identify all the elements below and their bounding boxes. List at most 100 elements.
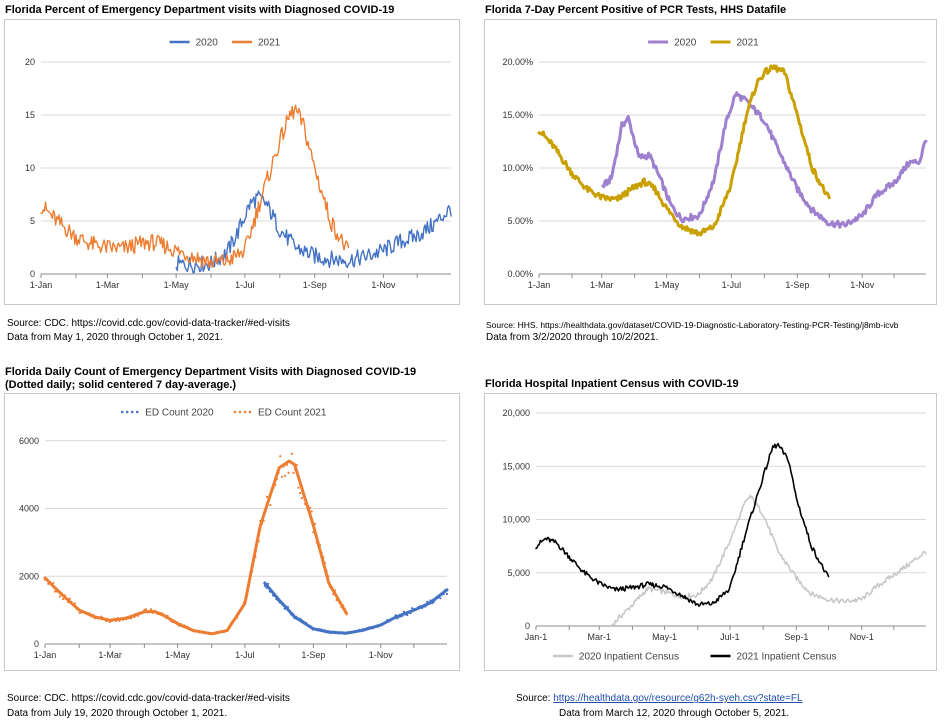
chart4-source-link[interactable]: https://healthdata.gov/resource/g62h-sye… <box>553 693 803 704</box>
chart3-date-range: Data from July 19, 2020 through October … <box>7 708 228 719</box>
x-tick-label: 1-Jan <box>528 280 551 290</box>
x-tick-label: Sep-1 <box>784 632 808 642</box>
x-tick-label: Jul-1 <box>720 632 740 642</box>
chart4-title: Florida Hospital Inpatient Census with C… <box>485 378 739 390</box>
x-tick-label: 1-Nov <box>369 650 394 660</box>
legend-label: 2020 <box>674 38 697 49</box>
series-line-ed-count-2021 <box>43 459 348 636</box>
legend-entry: 2020 <box>648 38 697 49</box>
daily-point <box>445 592 449 596</box>
y-tick-label: 10 <box>25 163 35 173</box>
series-line-2021-inpatient-census <box>535 442 830 607</box>
y-tick-label: 0 <box>525 621 530 631</box>
legend-entry: 2020 Inpatient Census <box>552 652 679 663</box>
chart2-panel: 0.00% 5.00% 10.00% 15.00% 20.00% 1-Jan 1-Mar 1-… <box>484 19 937 305</box>
chart4-source-prefix: Source: <box>516 693 551 704</box>
daily-point <box>284 474 287 477</box>
series-line-ed-count-2020 <box>263 581 449 635</box>
x-tick-label: Nov-1 <box>850 632 874 642</box>
legend-entry: 2021 Inpatient Census <box>710 652 837 663</box>
y-tick-label: 15 <box>25 110 35 120</box>
y-tick-label: 10.00% <box>502 163 533 173</box>
x-tick-label: 1-May <box>165 650 191 660</box>
legend-entry: 2021 <box>710 38 760 49</box>
chart2-date-range: Data from 3/2/2020 through 10/2/2021. <box>486 332 659 343</box>
y-tick-label: 5.00% <box>507 216 533 226</box>
chart2-source: Source: HHS. https://healthdata.gov/data… <box>486 320 899 330</box>
x-tick-label: 1-Mar <box>590 280 614 290</box>
series-line-2020 <box>601 91 928 229</box>
x-tick-label: 1-Sep <box>303 280 327 290</box>
y-tick-label: 4000 <box>19 504 39 514</box>
daily-point <box>78 611 81 615</box>
daily-point <box>292 471 295 474</box>
legend-label: 2021 <box>737 38 760 49</box>
y-tick-label: 20.00% <box>502 57 533 67</box>
x-tick-label: 1-Jul <box>722 280 742 290</box>
daily-point <box>144 608 148 611</box>
daily-point <box>310 510 313 513</box>
chart2-plot: 0.00% 5.00% 10.00% 15.00% 20.00% 1-Jan 1-Mar 1-… <box>502 38 928 290</box>
x-tick-label: 1-Jan <box>30 280 53 290</box>
y-tick-label: 15,000 <box>502 461 530 471</box>
y-tick-label: 20 <box>25 57 35 67</box>
y-tick-label: 5 <box>30 216 35 226</box>
x-tick-label: 1-May <box>164 280 190 290</box>
daily-point <box>58 595 62 598</box>
daily-point <box>287 471 290 474</box>
x-tick-label: 1-Nov <box>371 280 396 290</box>
chart3-source: Source: CDC. https://covid.cdc.gov/covid… <box>7 693 290 704</box>
chart3-subtitle: (Dotted daily; solid centered 7 day-aver… <box>5 379 237 391</box>
daily-point <box>426 600 429 603</box>
x-tick-label: 1-Sep <box>785 280 809 290</box>
chart4-plot: 0 5,000 10,000 15,000 20,000 Jan-1 Mar-1 May-1 J… <box>502 408 927 663</box>
x-tick-label: 1-Mar <box>98 650 122 660</box>
x-tick-label: 1-Nov <box>850 280 875 290</box>
chart3-plot: 0 2000 4000 6000 1-Jan 1-Mar 1-May 1-Jul 1-Sep 1-… <box>19 408 449 660</box>
legend-entry: ED Count 2020 <box>120 408 214 419</box>
legend-entry: ED Count 2021 <box>233 408 327 419</box>
daily-point <box>297 486 300 489</box>
legend-label: 2020 <box>196 38 219 49</box>
x-tick-label: Jan-1 <box>525 632 548 642</box>
chart1-date-range: Data from May 1, 2020 through October 1,… <box>7 332 223 343</box>
x-tick-label: 1-Jul <box>235 650 255 660</box>
x-tick-label: 1-Jan <box>34 650 57 660</box>
chart3-title: Florida Daily Count of Emergency Departm… <box>5 366 417 378</box>
chart4-panel: 0 5,000 10,000 15,000 20,000 Jan-1 Mar-1 May-1 J… <box>484 393 937 671</box>
daily-point <box>290 452 293 455</box>
chart4-date-range: Data from March 12, 2020 through October… <box>559 708 790 719</box>
chart2-title: Florida 7-Day Percent Positive of PCR Te… <box>485 4 787 16</box>
daily-point <box>265 495 269 498</box>
series-line-2021 <box>40 104 350 268</box>
legend-entry: 2020 <box>169 38 219 49</box>
series-line-2021 <box>537 64 831 237</box>
x-tick-label: May-1 <box>652 632 677 642</box>
legend-label: 2021 <box>258 38 281 49</box>
y-tick-label: 15.00% <box>502 110 533 120</box>
y-tick-label: 20,000 <box>502 408 530 418</box>
x-tick-label: 1-Jul <box>235 280 255 290</box>
daily-point <box>300 496 303 500</box>
daily-point <box>299 491 302 495</box>
daily-point <box>62 598 65 601</box>
y-tick-label: 10,000 <box>502 515 530 525</box>
legend-entry: 2021 <box>232 38 281 49</box>
y-tick-label: 0.00% <box>507 269 533 279</box>
chart1-title: Florida Percent of Emergency Department … <box>5 4 395 16</box>
legend-label: ED Count 2020 <box>145 408 214 419</box>
legend-label: 2020 Inpatient Census <box>579 652 679 663</box>
chart4-source: Source: https://healthdata.gov/resource/… <box>516 692 803 706</box>
chart3-panel: 0 2000 4000 6000 1-Jan 1-Mar 1-May 1-Jul 1-Sep 1-… <box>4 393 460 671</box>
y-tick-label: 0 <box>30 269 35 279</box>
daily-point <box>269 503 272 507</box>
legend-label: ED Count 2021 <box>258 408 327 419</box>
y-tick-label: 0 <box>34 639 39 649</box>
daily-point <box>149 608 153 611</box>
daily-point <box>279 455 282 458</box>
x-tick-label: Mar-1 <box>587 632 611 642</box>
daily-point <box>280 475 283 478</box>
chart1-panel: 0 5 10 15 20 1-Jan 1-Mar 1-May 1-Jul 1-Sep 1-Nov 20… <box>4 19 460 305</box>
daily-point <box>411 607 414 610</box>
x-tick-label: 1-May <box>654 280 680 290</box>
